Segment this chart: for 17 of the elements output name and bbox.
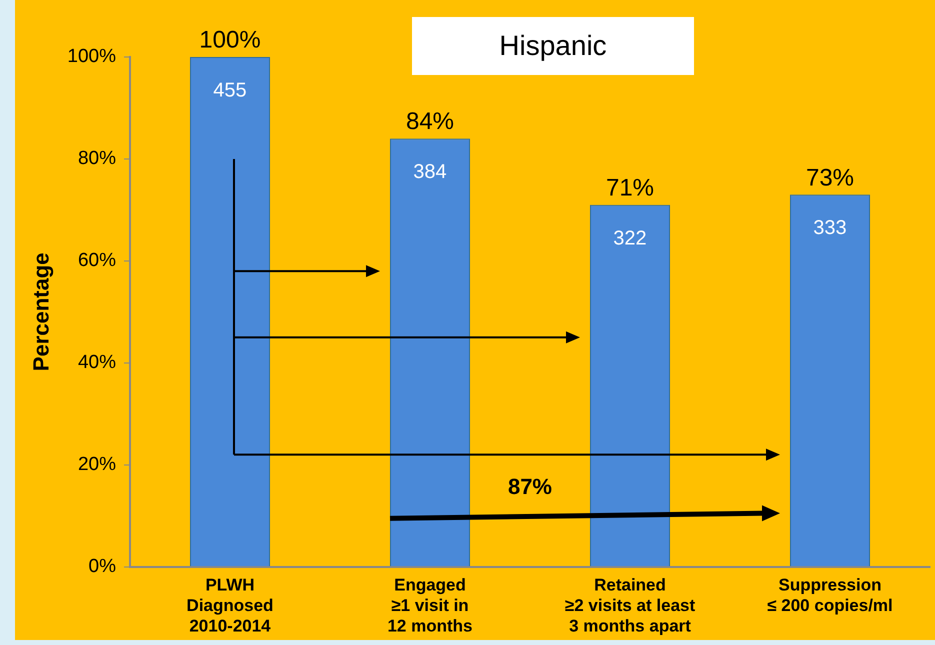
data-label: 84%	[406, 108, 454, 136]
x-tick-label: Suppression ≤ 200 copies/ml	[767, 576, 893, 616]
y-tick-label: 20%	[78, 454, 116, 476]
y-tick-label: 100%	[67, 46, 116, 68]
annotation: 333	[813, 217, 847, 240]
x-tick-label: Engaged ≥1 visit in 12 months	[387, 576, 473, 636]
y-tick-label: 60%	[78, 250, 116, 272]
data-label: 73%	[806, 164, 854, 192]
x-tick-label: PLWH Diagnosed 2010-2014	[186, 576, 274, 636]
y-tick-label: 0%	[88, 556, 116, 578]
annotation: 87%	[508, 474, 552, 500]
x-tick-label: Retained ≥2 visits at least 3 months apart	[564, 576, 696, 636]
data-label: 100%	[199, 26, 261, 54]
y-tick-label: 40%	[78, 352, 116, 374]
annotation: 455	[213, 80, 247, 102]
y-tick-label: 80%	[78, 148, 116, 170]
y-axis-title: Percentage	[28, 252, 54, 372]
